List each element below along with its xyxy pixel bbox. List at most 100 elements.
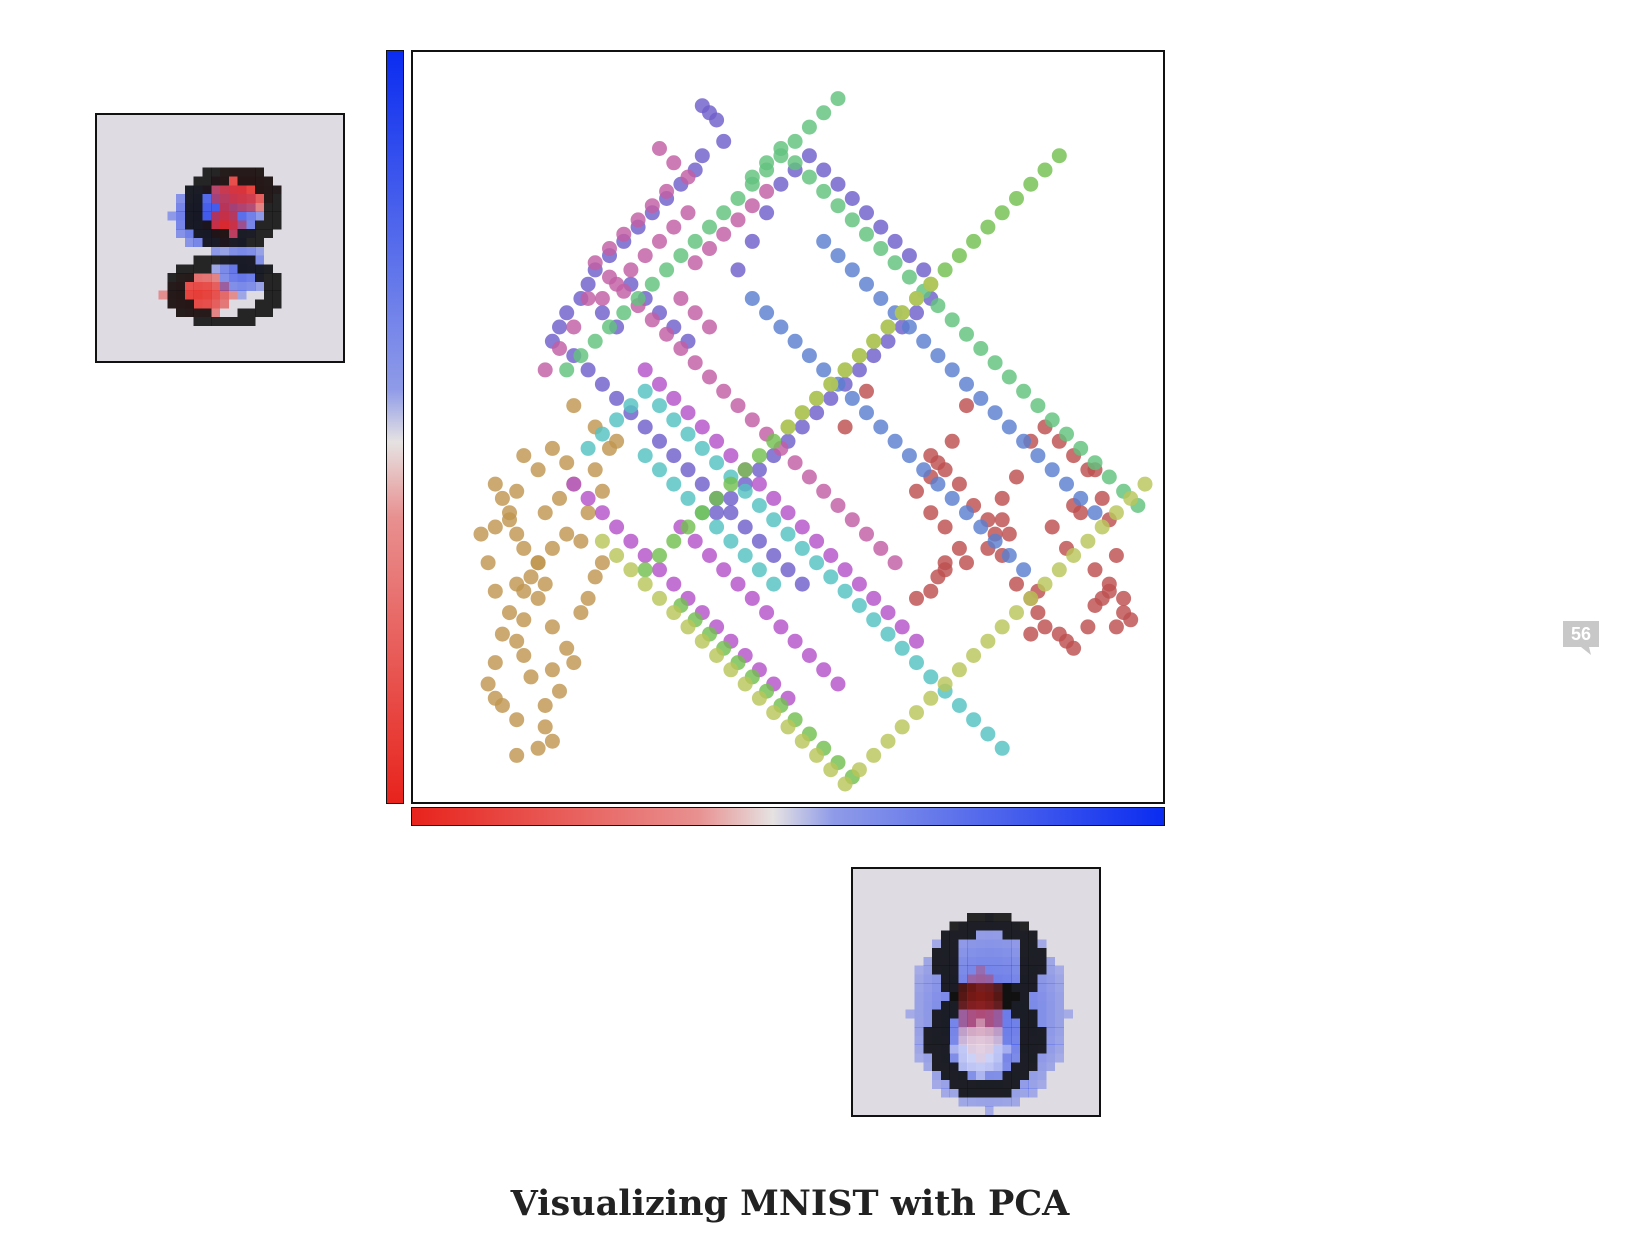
stroke-bottom-pixel	[958, 992, 968, 1001]
blue-halo-pixel	[958, 939, 968, 949]
stroke-top-pixel	[220, 238, 229, 247]
blue-halo-pixel	[914, 983, 924, 993]
blue-halo-pixel	[923, 992, 933, 1001]
red-bottom-pixel	[228, 290, 238, 300]
stroke-bottom-pixel	[167, 281, 177, 291]
scatter-point-s5-26	[951, 698, 967, 713]
scatter-point-s2-25	[666, 448, 682, 464]
scatter-point-s2-54	[851, 362, 867, 378]
scatter-point-s6-8	[930, 348, 946, 364]
red-top-pixel	[211, 185, 221, 195]
scatter-point-s1-4	[909, 483, 924, 499]
stroke-bottom-pixel	[993, 983, 1003, 993]
scatter-point-s4-26	[652, 562, 667, 578]
stroke-top-pixel	[949, 921, 959, 931]
white-bottom-pixel	[984, 1062, 994, 1072]
blue-mid-pixel	[246, 281, 256, 291]
scatter-point-s4-42	[759, 605, 775, 621]
stroke-top-pixel	[211, 167, 221, 177]
stroke-top-pixel	[263, 202, 273, 212]
blue-halo-pixel	[1055, 1018, 1065, 1028]
scatter-point-s5-12	[751, 498, 767, 513]
blue-halo-pixel	[1046, 1018, 1056, 1028]
scatter-point-s7-35	[659, 262, 675, 278]
stroke-top-pixel	[193, 202, 203, 212]
stroke-top-pixel	[184, 194, 194, 204]
blue-halo-pixel	[993, 1018, 1003, 1028]
scatter-point-s7-6	[830, 198, 846, 214]
scatter-point-s0-4	[509, 526, 525, 542]
stroke-top-pixel	[272, 185, 282, 195]
stroke-bottom-pixel	[211, 317, 221, 327]
blue-halo-pixel	[1011, 1044, 1021, 1054]
stroke-top-pixel	[263, 229, 273, 239]
blue-halo-pixel	[1046, 1009, 1056, 1019]
stroke-top-pixel	[272, 202, 282, 212]
scatter-point-s3-30	[580, 291, 596, 306]
scatter-point-s1-31	[1094, 490, 1110, 506]
white-bottom-pixel	[976, 1053, 985, 1063]
scatter-point-s6-36	[973, 519, 989, 535]
scatter-point-s2-58	[794, 419, 810, 435]
blue-halo-pixel	[932, 1071, 942, 1081]
scatter-point-s0-15	[502, 505, 517, 521]
scatter-point-s8-25	[994, 205, 1010, 221]
stroke-top-pixel	[949, 939, 959, 949]
white-bottom-pixel	[967, 1053, 977, 1063]
scatter-point-s8-4	[694, 505, 710, 521]
stroke-bottom-pixel	[958, 983, 968, 993]
red-center-pixel	[976, 1018, 985, 1028]
red-top-pixel	[246, 202, 256, 212]
scatter-point-s9-17	[837, 776, 853, 792]
blue-halo-pixel	[1002, 965, 1012, 975]
blue-halo-pixel	[958, 1027, 968, 1037]
stroke-bottom-pixel	[932, 1062, 942, 1072]
red-center-pixel	[993, 992, 1003, 1001]
comment-count-badge[interactable]: 56	[1561, 619, 1601, 657]
scatter-point-s8-29	[1051, 148, 1067, 164]
scatter-point-s5-7	[680, 426, 696, 442]
stroke-bottom-pixel	[932, 1027, 942, 1037]
stroke-top-pixel	[246, 176, 256, 186]
red-top-pixel	[220, 194, 229, 204]
scatter-point-s2-21	[609, 390, 625, 406]
scatter-plot[interactable]	[411, 50, 1165, 804]
stroke-top-pixel	[193, 220, 203, 230]
stroke-top-pixel	[246, 238, 256, 247]
scatter-point-s8-6	[723, 476, 739, 492]
scatter-point-s9-32	[1051, 562, 1067, 578]
scatter-point-s0-53	[580, 505, 596, 521]
scatter-point-s9-5	[666, 605, 682, 621]
stroke-bottom-pixel	[1002, 1071, 1012, 1081]
scatter-point-s9-45	[866, 333, 882, 349]
scatter-point-s6-18	[1073, 490, 1089, 506]
blue-halo-pixel	[1046, 992, 1056, 1001]
blue-halo-pixel	[1046, 974, 1056, 984]
stroke-bottom-pixel	[993, 1079, 1003, 1089]
scatter-point-s6-35	[959, 505, 974, 521]
stroke-top-pixel	[202, 220, 212, 230]
stroke-bottom-pixel	[940, 1035, 950, 1045]
scatter-point-s2-16	[552, 319, 567, 335]
scatter-point-s0-27	[544, 619, 560, 635]
scatter-point-s0-50	[594, 555, 610, 571]
white-bottom-pixel	[993, 1053, 1003, 1063]
scatter-point-s3-13	[659, 326, 675, 342]
scatter-point-s7-11	[901, 269, 917, 285]
stroke-bottom-pixel	[1002, 983, 1012, 993]
scatter-point-s9-27	[980, 633, 996, 649]
scatter-point-s3-15	[687, 355, 703, 371]
blue-halo-pixel	[1037, 992, 1047, 1001]
blue-halo-pixel	[993, 1009, 1003, 1019]
white-bottom-pixel	[984, 1044, 994, 1054]
stroke-top-pixel	[940, 965, 950, 975]
stroke-bottom-pixel	[993, 992, 1003, 1001]
scatter-point-s0-59	[566, 398, 582, 414]
scatter-point-s2-48	[916, 262, 932, 278]
scatter-point-s4-43	[773, 619, 789, 635]
stroke-bottom-pixel	[255, 299, 265, 309]
stroke-bottom-pixel	[967, 1079, 977, 1089]
white-bottom-pixel	[976, 1044, 985, 1054]
blue-halo-pixel	[914, 965, 924, 975]
x-axis-color-bar	[411, 807, 1165, 826]
